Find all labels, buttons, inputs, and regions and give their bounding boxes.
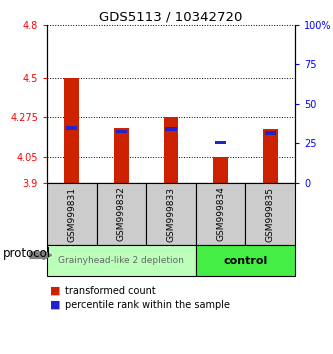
Text: control: control (223, 256, 267, 266)
Bar (164, 117, 178, 183)
Bar (196, 245, 295, 276)
Text: percentile rank within the sample: percentile rank within the sample (65, 300, 230, 310)
Bar (47, 183, 97, 245)
Text: ■: ■ (50, 300, 61, 310)
Bar (64, 78, 79, 183)
Text: protocol: protocol (3, 247, 52, 260)
Text: GSM999835: GSM999835 (266, 187, 275, 241)
Bar (196, 183, 245, 245)
Bar (97, 183, 146, 245)
Bar (146, 183, 196, 245)
Bar (245, 183, 295, 245)
Text: transformed count: transformed count (65, 286, 156, 296)
Text: GSM999834: GSM999834 (216, 187, 225, 241)
Bar (213, 157, 228, 183)
Title: GDS5113 / 10342720: GDS5113 / 10342720 (99, 11, 243, 24)
Bar (47, 245, 196, 276)
Bar (66, 126, 77, 130)
Bar (116, 130, 127, 133)
Bar (166, 127, 176, 131)
Bar (215, 141, 226, 144)
Bar (265, 131, 276, 135)
Text: GSM999832: GSM999832 (117, 187, 126, 241)
Bar (263, 129, 278, 183)
Text: ■: ■ (50, 286, 61, 296)
Text: GSM999831: GSM999831 (67, 187, 76, 241)
Text: GSM999833: GSM999833 (166, 187, 175, 241)
Text: Grainyhead-like 2 depletion: Grainyhead-like 2 depletion (59, 256, 184, 265)
Bar (114, 128, 129, 183)
